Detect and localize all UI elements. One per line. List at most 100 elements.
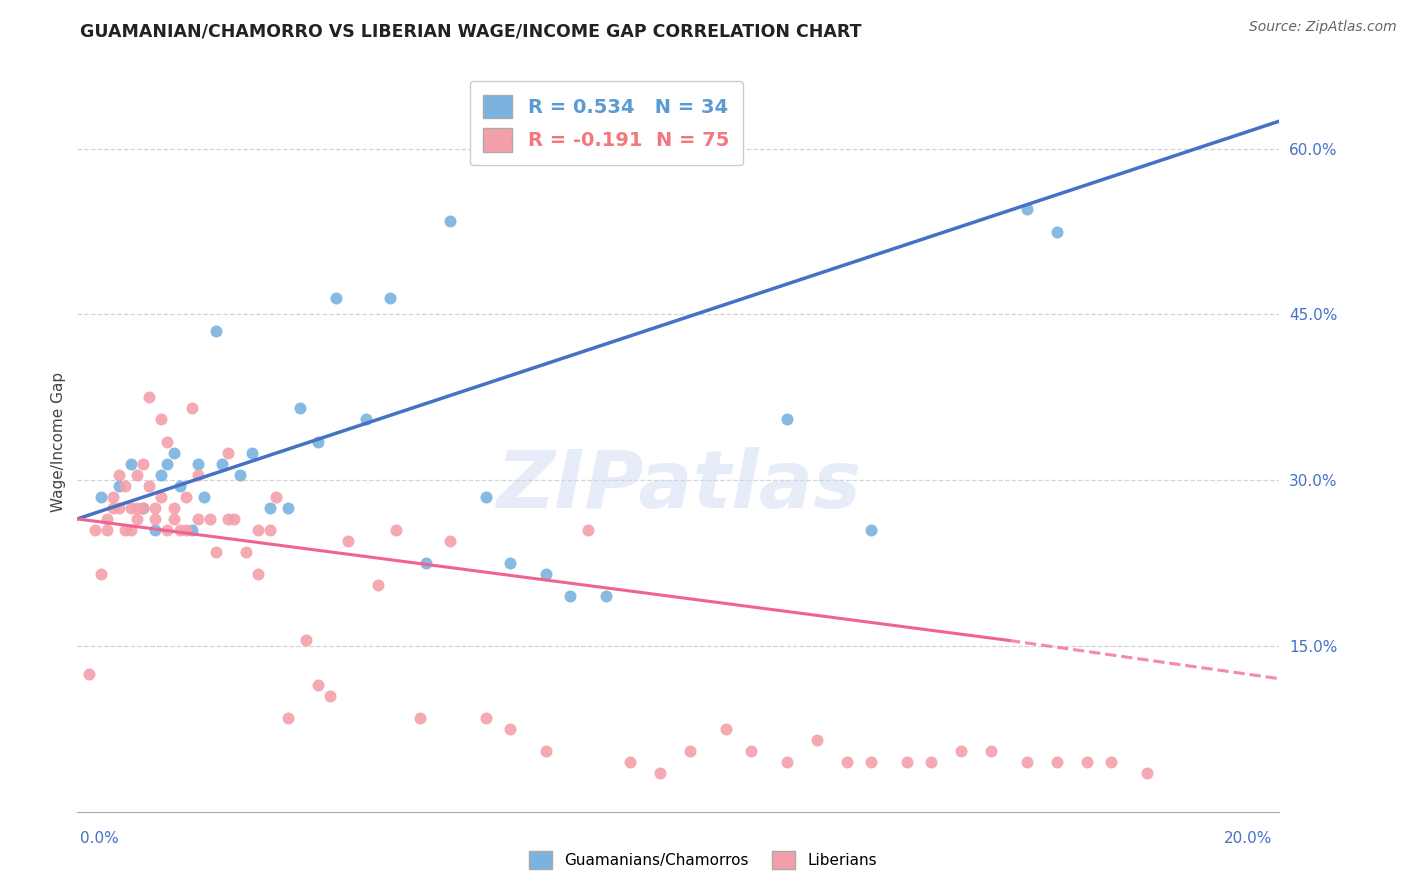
Legend: R = 0.534   N = 34, R = -0.191  N = 75: R = 0.534 N = 34, R = -0.191 N = 75: [470, 81, 742, 166]
Y-axis label: Wage/Income Gap: Wage/Income Gap: [51, 371, 66, 512]
Point: [1015, 202, 1038, 217]
Point: [217, 512, 239, 526]
Point: [150, 467, 173, 482]
Point: [439, 213, 461, 227]
Point: [108, 479, 131, 493]
Point: [145, 523, 167, 537]
Point: [150, 490, 173, 504]
Text: 0.0%: 0.0%: [80, 831, 120, 846]
Point: [162, 445, 184, 459]
Point: [180, 523, 202, 537]
Point: [859, 755, 882, 769]
Point: [259, 523, 281, 537]
Point: [415, 556, 437, 570]
Point: [354, 412, 377, 426]
Point: [277, 711, 299, 725]
Text: 20.0%: 20.0%: [1225, 831, 1272, 846]
Point: [187, 457, 209, 471]
Point: [127, 512, 149, 526]
Point: [132, 457, 155, 471]
Point: [439, 533, 461, 548]
Point: [114, 523, 136, 537]
Point: [103, 490, 125, 504]
Point: [84, 523, 107, 537]
Point: [716, 722, 738, 736]
Point: [228, 467, 250, 482]
Point: [307, 678, 329, 692]
Point: [775, 412, 797, 426]
Point: [1099, 755, 1122, 769]
Point: [138, 479, 160, 493]
Point: [378, 291, 401, 305]
Point: [336, 533, 359, 548]
Point: [264, 490, 287, 504]
Point: [120, 457, 142, 471]
Point: [132, 500, 155, 515]
Point: [595, 589, 617, 603]
Point: [169, 523, 191, 537]
Point: [193, 490, 215, 504]
Point: [534, 744, 557, 758]
Point: [156, 523, 179, 537]
Point: [259, 500, 281, 515]
Point: [1015, 755, 1038, 769]
Point: [96, 523, 118, 537]
Point: [475, 490, 498, 504]
Point: [150, 412, 173, 426]
Point: [127, 467, 149, 482]
Point: [132, 500, 155, 515]
Point: [896, 755, 918, 769]
Point: [156, 457, 179, 471]
Text: ZIPatlas: ZIPatlas: [496, 447, 860, 525]
Point: [409, 711, 432, 725]
Point: [180, 401, 202, 416]
Point: [1136, 766, 1159, 780]
Point: [806, 732, 828, 747]
Point: [576, 523, 599, 537]
Point: [187, 512, 209, 526]
Point: [650, 766, 672, 780]
Point: [103, 500, 125, 515]
Point: [174, 523, 197, 537]
Point: [169, 479, 191, 493]
Point: [367, 578, 389, 592]
Point: [619, 755, 641, 769]
Point: [222, 512, 245, 526]
Point: [385, 523, 408, 537]
Point: [980, 744, 1002, 758]
Point: [1076, 755, 1098, 769]
Point: [120, 523, 142, 537]
Point: [204, 545, 226, 559]
Point: [859, 523, 882, 537]
Point: [108, 500, 131, 515]
Point: [114, 479, 136, 493]
Point: [138, 390, 160, 404]
Point: [145, 512, 167, 526]
Point: [740, 744, 762, 758]
Point: [162, 500, 184, 515]
Point: [211, 457, 233, 471]
Point: [120, 500, 142, 515]
Point: [499, 556, 522, 570]
Point: [187, 467, 209, 482]
Point: [217, 445, 239, 459]
Point: [277, 500, 299, 515]
Point: [319, 689, 342, 703]
Legend: Guamanians/Chamorros, Liberians: Guamanians/Chamorros, Liberians: [523, 845, 883, 875]
Point: [288, 401, 311, 416]
Point: [90, 490, 112, 504]
Point: [307, 434, 329, 449]
Point: [560, 589, 582, 603]
Point: [127, 500, 149, 515]
Point: [96, 512, 118, 526]
Text: GUAMANIAN/CHAMORRO VS LIBERIAN WAGE/INCOME GAP CORRELATION CHART: GUAMANIAN/CHAMORRO VS LIBERIAN WAGE/INCO…: [80, 22, 862, 40]
Text: Source: ZipAtlas.com: Source: ZipAtlas.com: [1249, 20, 1396, 34]
Point: [204, 324, 226, 338]
Point: [920, 755, 942, 769]
Point: [198, 512, 221, 526]
Point: [534, 567, 557, 582]
Point: [475, 711, 498, 725]
Point: [174, 490, 197, 504]
Point: [294, 633, 316, 648]
Point: [679, 744, 702, 758]
